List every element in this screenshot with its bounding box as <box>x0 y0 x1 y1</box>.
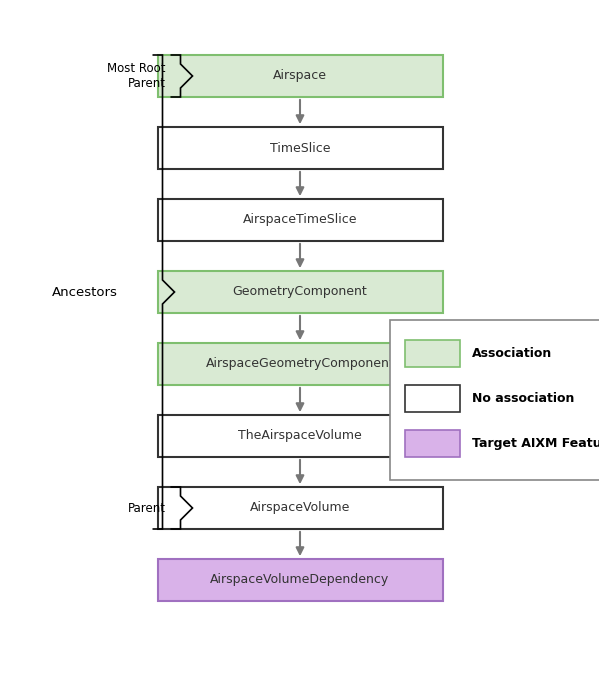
FancyBboxPatch shape <box>158 487 443 529</box>
FancyBboxPatch shape <box>158 199 443 241</box>
FancyBboxPatch shape <box>158 127 443 169</box>
Text: No association: No association <box>472 392 574 405</box>
FancyBboxPatch shape <box>158 415 443 457</box>
Text: TheAirspaceVolume: TheAirspaceVolume <box>238 430 362 442</box>
Text: AirspaceGeometryComponent: AirspaceGeometryComponent <box>205 357 394 370</box>
Text: Association: Association <box>472 347 552 360</box>
Text: Most Root
Parent: Most Root Parent <box>107 62 165 90</box>
FancyBboxPatch shape <box>405 340 460 367</box>
Text: AirspaceVolumeDependency: AirspaceVolumeDependency <box>210 574 389 587</box>
Text: GeometryComponent: GeometryComponent <box>232 285 367 299</box>
Text: TimeSlice: TimeSlice <box>270 142 330 155</box>
FancyBboxPatch shape <box>158 343 443 385</box>
Text: Target AIXM Feature: Target AIXM Feature <box>472 437 599 450</box>
FancyBboxPatch shape <box>158 55 443 97</box>
Text: AirspaceVolume: AirspaceVolume <box>250 502 350 515</box>
Text: Ancestors: Ancestors <box>52 285 117 299</box>
FancyBboxPatch shape <box>405 385 460 412</box>
Text: AirspaceTimeSlice: AirspaceTimeSlice <box>243 214 357 227</box>
FancyBboxPatch shape <box>158 559 443 601</box>
Text: Airspace: Airspace <box>273 70 327 82</box>
FancyBboxPatch shape <box>158 271 443 313</box>
FancyBboxPatch shape <box>405 430 460 457</box>
FancyBboxPatch shape <box>390 320 599 480</box>
Text: Parent: Parent <box>128 502 165 515</box>
